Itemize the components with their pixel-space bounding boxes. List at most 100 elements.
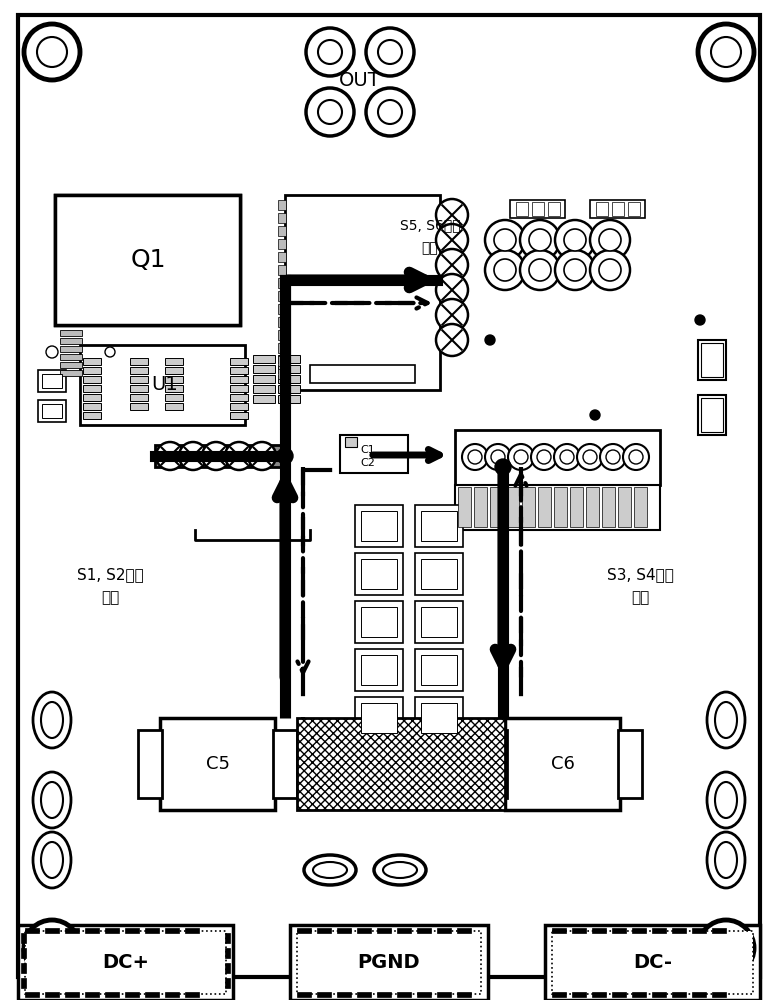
Bar: [632, 928, 646, 933]
Bar: [55, 195, 240, 325]
Text: 回路: 回路: [422, 241, 438, 255]
Bar: [554, 487, 567, 527]
Bar: [355, 601, 403, 643]
Bar: [85, 992, 99, 997]
Circle shape: [485, 335, 495, 345]
Circle shape: [590, 250, 630, 290]
Bar: [632, 992, 646, 997]
Bar: [672, 928, 686, 933]
Circle shape: [468, 450, 482, 464]
Bar: [21, 963, 26, 973]
Bar: [545, 925, 760, 1000]
Bar: [230, 376, 248, 383]
Bar: [437, 928, 451, 933]
Ellipse shape: [715, 702, 737, 738]
Bar: [506, 487, 519, 527]
Bar: [355, 697, 403, 739]
Bar: [278, 395, 300, 403]
Ellipse shape: [313, 862, 347, 878]
Bar: [285, 195, 440, 390]
Bar: [421, 559, 457, 589]
Bar: [253, 365, 275, 373]
Bar: [230, 358, 248, 365]
Circle shape: [436, 299, 468, 331]
Circle shape: [225, 442, 253, 470]
Ellipse shape: [383, 862, 417, 878]
Bar: [483, 730, 507, 798]
Ellipse shape: [33, 692, 71, 748]
Bar: [165, 992, 179, 997]
Bar: [397, 928, 411, 933]
Ellipse shape: [374, 855, 426, 885]
Bar: [361, 559, 397, 589]
Bar: [65, 992, 79, 997]
Text: S1, S2功率: S1, S2功率: [76, 568, 143, 582]
Bar: [612, 202, 624, 216]
Bar: [290, 925, 488, 1000]
Circle shape: [600, 444, 626, 470]
Bar: [357, 928, 371, 933]
Circle shape: [555, 250, 595, 290]
Bar: [652, 992, 666, 997]
Bar: [337, 992, 351, 997]
Circle shape: [46, 346, 58, 358]
Text: C6: C6: [551, 755, 575, 773]
Bar: [417, 928, 431, 933]
Bar: [60, 362, 82, 368]
Bar: [377, 992, 391, 997]
Bar: [83, 367, 101, 374]
Bar: [310, 365, 415, 383]
Text: C5: C5: [206, 755, 230, 773]
Bar: [253, 385, 275, 393]
Circle shape: [378, 40, 402, 64]
Circle shape: [711, 37, 741, 67]
Bar: [516, 202, 528, 216]
Circle shape: [698, 920, 754, 976]
Bar: [230, 412, 248, 419]
Bar: [317, 928, 331, 933]
Bar: [185, 928, 199, 933]
Circle shape: [436, 274, 468, 306]
Bar: [538, 487, 551, 527]
Circle shape: [529, 229, 551, 251]
Text: C1: C1: [360, 445, 375, 455]
Bar: [628, 202, 640, 216]
Bar: [83, 376, 101, 383]
Bar: [590, 200, 645, 218]
Bar: [712, 992, 726, 997]
Circle shape: [248, 442, 276, 470]
Circle shape: [514, 450, 528, 464]
Circle shape: [583, 450, 597, 464]
Text: Q1: Q1: [130, 248, 166, 272]
Bar: [592, 928, 606, 933]
Bar: [225, 978, 230, 988]
Circle shape: [495, 459, 511, 475]
Bar: [83, 394, 101, 401]
Bar: [345, 437, 357, 447]
Bar: [361, 607, 397, 637]
Bar: [458, 487, 471, 527]
Circle shape: [590, 220, 630, 260]
Circle shape: [494, 259, 516, 281]
Circle shape: [485, 250, 525, 290]
Bar: [125, 928, 139, 933]
Bar: [701, 343, 723, 377]
Bar: [165, 358, 183, 365]
Bar: [83, 403, 101, 410]
Bar: [130, 367, 148, 374]
Bar: [522, 487, 535, 527]
Bar: [60, 330, 82, 336]
Bar: [570, 487, 583, 527]
Bar: [596, 202, 608, 216]
Circle shape: [491, 450, 505, 464]
Bar: [337, 928, 351, 933]
Bar: [85, 928, 99, 933]
Circle shape: [560, 450, 574, 464]
Bar: [25, 931, 226, 994]
Bar: [455, 485, 660, 530]
Bar: [230, 403, 248, 410]
Bar: [572, 992, 586, 997]
Text: C2: C2: [360, 458, 375, 468]
Text: U1: U1: [152, 375, 178, 394]
Circle shape: [537, 450, 551, 464]
